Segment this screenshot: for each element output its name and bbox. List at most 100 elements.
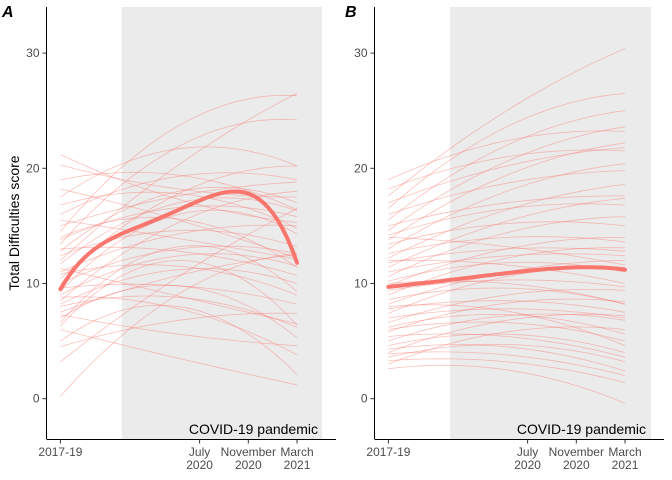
panel-b-individual-curve (388, 247, 626, 264)
panel-b-individual-curve (388, 253, 626, 273)
panel-b-individual-curve (388, 130, 626, 181)
panel-b-individual-curve (388, 142, 626, 241)
panel-a-pandemic-shade (121, 7, 322, 439)
y-axis-title: Total Difficulties score (6, 155, 22, 290)
panel-b-individual-curve (388, 313, 626, 335)
panel-b: 0 10 20 30 2017-19 July 2020 November 2020March… (345, 4, 664, 472)
panel-b-individual-curve (388, 203, 626, 236)
panel-b-mean-curve (386, 265, 627, 289)
panel-b-individual-curve (388, 300, 626, 313)
panel-a-individual-curve (60, 219, 298, 260)
panel-b-x-tick-label: July 2020 (514, 445, 541, 472)
panel-a-individual-curve (60, 224, 298, 273)
panel-a-individual-curve (60, 171, 298, 211)
panel-a-individual-curve (60, 191, 298, 229)
panel-a-individual-curve (60, 245, 298, 323)
panel-b-individual-curve (388, 351, 626, 376)
panel-b-tag: B (345, 4, 357, 21)
panel-a-shade-label: COVID-19 pandemic (189, 421, 318, 437)
panel-b-individual-curve (388, 259, 626, 284)
panel-a-individual-curve (60, 304, 298, 375)
panel-b-individual-curve (388, 48, 626, 197)
panel-b-y-tick-label: 10 (354, 276, 368, 290)
panel-b-individual-curve (388, 313, 626, 342)
panel-a-individual-curve (60, 268, 298, 325)
panel-a-individual-curve (60, 205, 298, 241)
panel-a-x-tick-label: November 2020 (221, 445, 276, 472)
panel-a-individual-curve (60, 172, 298, 215)
panel-b-individual-curve (388, 163, 626, 250)
panel-b-individual-curve (388, 236, 626, 254)
panel-a-y-tick-label: 30 (26, 46, 40, 60)
panel-b-individual-curve (388, 147, 626, 204)
panel-b-y-ticks: 0 10 20 30 (354, 46, 375, 406)
panel-a-individual-curve (60, 93, 298, 261)
panel-b-individual-curve (388, 195, 625, 227)
panel-b-individual-curve (388, 110, 626, 221)
panel-b-individual-curve (388, 298, 626, 333)
panel-a-individual-curve (60, 209, 298, 292)
panel-a-individual-curve (60, 146, 298, 198)
panel-b-individual-curve (388, 170, 626, 215)
panel-b-individual-curve (388, 126, 626, 231)
panel-a-individual-curve (60, 264, 298, 296)
panel-b-individual-curve (388, 236, 625, 287)
panel-a-mean-curve (58, 189, 299, 292)
panel-b-y-tick-label: 30 (354, 46, 368, 60)
panel-b-y-tick-label: 20 (354, 161, 368, 175)
panel-b-individual-curve (388, 364, 626, 404)
panel-a-individual-curve (60, 154, 298, 223)
panel-a-individual-curve (60, 259, 298, 327)
panel-b-individual-curve (388, 304, 626, 347)
panel-b-individual-curve (388, 344, 626, 372)
panel-b-individual-curve (388, 321, 626, 342)
panel-b-individual-curve (388, 287, 626, 305)
panel-b-x-tick-label: November 2020 (549, 445, 604, 472)
panel-b-y-tick-label: 0 (361, 392, 368, 406)
panel-a-y-ticks: 0 10 20 30 (26, 46, 47, 406)
panel-a-individual-curve (60, 118, 298, 245)
panel-a-individual-curve (60, 181, 298, 227)
panel-a-individual-curve (60, 94, 298, 232)
panel-a-individual-curve (60, 208, 298, 363)
panel-a-tag: A (1, 4, 14, 21)
panel-b-individual-curve (388, 308, 626, 319)
panel-b-individual-curve (388, 313, 626, 353)
panel-a-individual-curve (60, 186, 298, 252)
panel-a-y-tick-label: 10 (26, 276, 40, 290)
panel-a-individual-curve (60, 253, 298, 397)
panel-b-x-tick-label: March 2021 (608, 445, 641, 472)
panel-b-individual-curve (388, 288, 626, 323)
panel-b-individual-curve (388, 197, 626, 268)
panel-a-individual-curve (60, 268, 298, 305)
panel-a-individual-curve (60, 283, 298, 305)
panel-a-x-tick-label: March 2021 (280, 445, 313, 472)
panel-a-individual-curve (60, 312, 298, 348)
panel-b-shade-label: COVID-19 pandemic (517, 421, 646, 437)
panel-b-individual-curve (388, 184, 626, 259)
panel-b-individual-curve (388, 247, 626, 296)
panel-b-individual-curve (388, 279, 626, 291)
panel-b-individual-curve (388, 344, 626, 363)
panel-b-individual-curve (388, 216, 626, 277)
panel-b-individual-curve (388, 237, 626, 266)
panel-b-individual-curve (388, 333, 626, 353)
panel-b-individual-curves (388, 48, 626, 404)
panel-a-individual-curve (60, 296, 298, 356)
panel-a-individual-curve (60, 253, 298, 296)
panel-a-individual-curve (60, 254, 298, 313)
panel-b-individual-curve (388, 358, 626, 383)
panel-a-y-tick-label: 20 (26, 161, 40, 175)
panel-b-individual-curve (388, 333, 626, 358)
panel-a-individual-curve (60, 245, 298, 284)
panel-a-x-tick-label: 2017-19 (38, 445, 82, 459)
panel-a-x-tick-label: July 2020 (186, 445, 213, 472)
panel-b-x-tick-label: 2017-19 (366, 445, 410, 459)
panel-a-individual-curve (60, 229, 298, 257)
panel-a-individual-curve (60, 295, 298, 328)
panel-a-individual-curve (60, 314, 298, 347)
panel-a-individual-curve (60, 284, 298, 338)
